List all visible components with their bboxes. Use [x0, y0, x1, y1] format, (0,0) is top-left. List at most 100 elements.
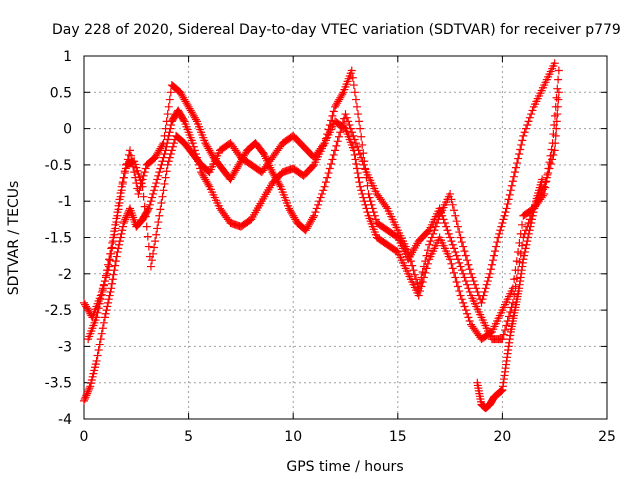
- data-point: [523, 237, 532, 246]
- data-point: [524, 229, 533, 238]
- data-point: [99, 281, 108, 290]
- data-point: [152, 179, 161, 188]
- data-point: [479, 291, 488, 300]
- y-tick-label: -2: [58, 267, 72, 283]
- data-point: [549, 150, 558, 159]
- data-point: [523, 120, 532, 129]
- data-point: [106, 287, 115, 296]
- y-tick-label: -3: [58, 339, 72, 355]
- data-point: [351, 139, 360, 148]
- data-point: [364, 189, 373, 198]
- data-point: [519, 131, 528, 140]
- data-point: [112, 252, 121, 261]
- data-point: [464, 284, 473, 293]
- data-point: [110, 227, 119, 236]
- data-point: [83, 387, 92, 396]
- data-point: [166, 150, 175, 159]
- data-point: [156, 164, 165, 173]
- data-point: [120, 217, 129, 226]
- data-point: [511, 163, 520, 172]
- data-point: [440, 218, 449, 227]
- data-point: [521, 244, 530, 253]
- data-point: [504, 312, 513, 321]
- data-point: [155, 168, 164, 177]
- data-point: [404, 248, 413, 257]
- data-point: [321, 178, 330, 187]
- data-point: [158, 192, 167, 201]
- data-point: [531, 200, 540, 209]
- data-point: [97, 290, 106, 299]
- data-points: [80, 59, 563, 413]
- data-point: [118, 226, 127, 235]
- data-point: [497, 222, 506, 231]
- x-axis: 0 5 10 15 20 25: [80, 56, 616, 445]
- data-point: [422, 251, 431, 260]
- data-point: [356, 182, 365, 191]
- data-point: [160, 131, 169, 140]
- data-point: [349, 131, 358, 140]
- data-point: [499, 330, 508, 339]
- data-point: [158, 140, 167, 149]
- data-point: [149, 249, 158, 258]
- data-point: [328, 155, 337, 164]
- data-point: [85, 384, 94, 393]
- data-point: [506, 307, 515, 316]
- data-point: [122, 213, 131, 222]
- data-point: [353, 102, 362, 111]
- data-point: [480, 287, 489, 296]
- data-point: [520, 128, 529, 137]
- data-point: [112, 214, 121, 223]
- data-point: [418, 267, 427, 276]
- y-tick-label: -3.5: [45, 376, 72, 392]
- data-point: [461, 306, 470, 315]
- data-point: [522, 240, 531, 249]
- y-tick-label: 1: [63, 49, 72, 65]
- data-point: [108, 275, 117, 284]
- data-point: [477, 298, 486, 307]
- data-point: [366, 197, 375, 206]
- data-point: [448, 264, 457, 273]
- data-point: [354, 110, 363, 119]
- data-point: [460, 302, 469, 311]
- data-point: [159, 186, 168, 195]
- data-point: [457, 266, 466, 275]
- data-point: [344, 117, 353, 126]
- data-point: [159, 139, 168, 148]
- data-point: [361, 164, 370, 173]
- data-point: [350, 135, 359, 144]
- data-point: [433, 218, 442, 227]
- data-point: [121, 164, 130, 173]
- data-point: [95, 340, 104, 349]
- x-tick-label: 25: [598, 429, 616, 445]
- data-point: [119, 218, 128, 227]
- data-point: [161, 173, 170, 182]
- data-point: [111, 257, 120, 266]
- series-track-d: [473, 175, 547, 413]
- data-point: [323, 173, 332, 182]
- data-point: [324, 169, 333, 178]
- data-point: [140, 202, 149, 211]
- data-point: [365, 193, 374, 202]
- data-point: [524, 117, 533, 126]
- data-point: [308, 162, 317, 171]
- data-point: [461, 251, 470, 260]
- data-point: [324, 125, 333, 134]
- data-point: [495, 229, 504, 238]
- data-point: [552, 93, 561, 102]
- data-point: [382, 202, 391, 211]
- data-point: [327, 116, 336, 125]
- data-point: [451, 248, 460, 257]
- data-point: [491, 247, 500, 256]
- data-point: [457, 238, 466, 247]
- data-point: [487, 260, 496, 269]
- series-track-a: [80, 66, 563, 405]
- data-point: [117, 229, 126, 238]
- data-point: [414, 291, 423, 300]
- data-point: [348, 128, 357, 137]
- data-point: [527, 215, 536, 224]
- data-point: [311, 208, 320, 217]
- data-point: [342, 113, 351, 122]
- data-point: [354, 173, 363, 182]
- data-point: [101, 271, 110, 280]
- data-point: [143, 232, 152, 241]
